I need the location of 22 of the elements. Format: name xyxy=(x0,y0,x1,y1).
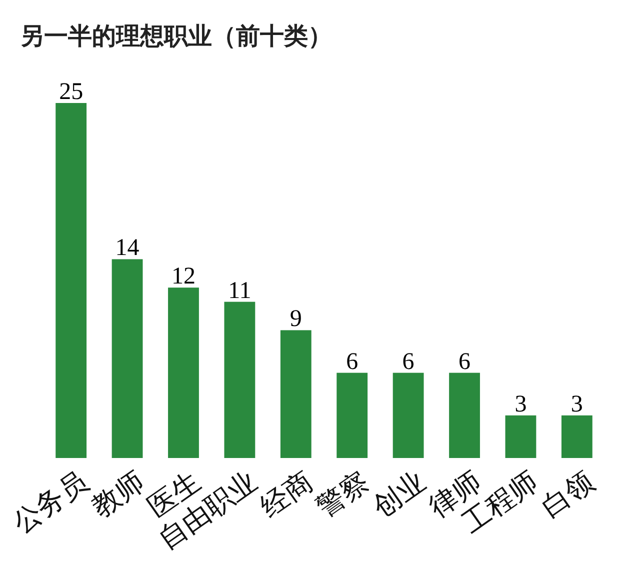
data-label: 6 xyxy=(346,348,358,375)
bar xyxy=(505,415,536,458)
x-tick-label: 白领 xyxy=(536,466,600,524)
data-label: 6 xyxy=(458,348,471,375)
data-label: 11 xyxy=(228,278,252,304)
bar xyxy=(224,302,256,458)
bar xyxy=(280,330,312,458)
data-label: 14 xyxy=(115,235,140,262)
data-label: 3 xyxy=(570,391,583,418)
data-label: 3 xyxy=(514,391,527,418)
bar xyxy=(168,288,199,458)
data-label: 6 xyxy=(402,348,414,375)
data-label: 12 xyxy=(171,264,196,290)
bar xyxy=(561,415,592,458)
chart-title: 另一半的理想职业（前十类） xyxy=(20,23,332,50)
bar xyxy=(392,372,424,458)
bar xyxy=(449,372,480,458)
bar xyxy=(336,372,368,458)
bar xyxy=(112,259,143,458)
bar xyxy=(56,103,87,458)
data-label: 9 xyxy=(290,306,302,332)
data-label: 25 xyxy=(59,79,84,105)
